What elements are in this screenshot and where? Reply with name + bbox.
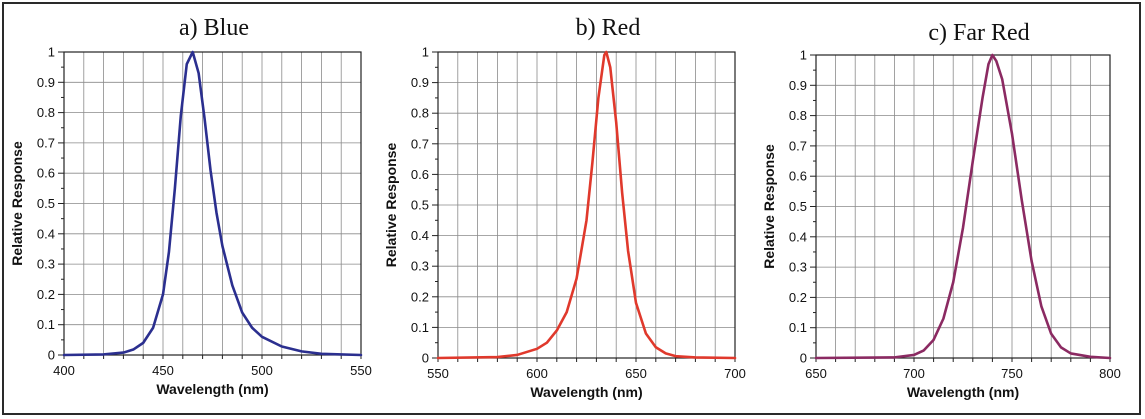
- y-tick-label: 1: [48, 45, 55, 60]
- y-tick-label: 0.8: [789, 108, 807, 123]
- y-tick-label: 0.6: [789, 169, 807, 184]
- y-tick-label: 0: [48, 348, 55, 363]
- y-tick-label: 0.4: [789, 229, 807, 244]
- y-tick-label: 0.3: [789, 260, 807, 275]
- x-tick-label: 700: [903, 366, 925, 381]
- x-tick-label: 650: [625, 366, 647, 381]
- y-axis-label: Relative Response: [761, 144, 777, 269]
- figure-svg: a) Blue 0 0.1 0.2 0.3 0.4 0.5 0.6 0.7 0.8 0.9 1 400 4…: [9, 15, 1121, 400]
- x-tick-label: 450: [152, 363, 174, 378]
- y-tick-label: 0.4: [37, 226, 55, 241]
- y-tick-label: 0.8: [411, 106, 429, 121]
- x-tick-label: 650: [805, 366, 827, 381]
- chart-title: c) Far Red: [928, 20, 1029, 46]
- y-tick-label: 0.5: [789, 199, 807, 214]
- chart-panel-2: b) Red 0 0.1 0.2 0.3 0.4 0.5 0.6 0.7 0.8 0.9 1 550 60…: [383, 15, 746, 400]
- chart-panel-3: c) Far Red 0 0.1 0.2 0.3 0.4 0.5 0.6 0.7 0.8 0.9 1 6…: [761, 20, 1121, 400]
- plot-area-border: [815, 54, 1111, 359]
- y-tick-label: 0.7: [411, 136, 429, 151]
- x-tick-label: 600: [526, 366, 548, 381]
- y-axis-label: Relative Response: [383, 143, 399, 268]
- x-tick-label: 550: [427, 366, 449, 381]
- y-tick-label: 0.7: [789, 138, 807, 153]
- x-tick-label: 750: [1001, 366, 1023, 381]
- x-axis-label: Wavelength (nm): [907, 384, 1019, 400]
- x-tick-label: 700: [724, 366, 746, 381]
- y-tick-label: 0.6: [37, 166, 55, 181]
- y-tick-label: 0.6: [411, 167, 429, 182]
- x-tick-label: 800: [1099, 366, 1121, 381]
- plot-area-border: [63, 51, 362, 356]
- y-tick-label: 0.2: [37, 287, 55, 302]
- x-axis-label: Wavelength (nm): [530, 384, 642, 400]
- y-tick-label: 0.9: [37, 75, 55, 90]
- chart-title: a) Blue: [179, 15, 249, 41]
- y-tick-label: 0.5: [37, 196, 55, 211]
- y-tick-label: 0.5: [411, 198, 429, 213]
- plot-area-border: [437, 51, 736, 359]
- chart-title: b) Red: [576, 15, 641, 41]
- y-tick-label: 0.1: [37, 317, 55, 332]
- x-tick-label: 500: [251, 363, 273, 378]
- y-tick-label: 0.3: [37, 257, 55, 272]
- series-line-1: [436, 50, 737, 360]
- x-axis-label: Wavelength (nm): [156, 381, 268, 397]
- series-line-1: [814, 53, 1112, 360]
- y-tick-label: 0.8: [37, 105, 55, 120]
- y-tick-label: 0.2: [411, 289, 429, 304]
- y-axis-label: Relative Response: [9, 141, 25, 266]
- y-tick-label: 1: [422, 45, 429, 60]
- y-tick-label: 1: [800, 48, 807, 63]
- x-tick-label: 400: [53, 363, 75, 378]
- y-tick-label: 0.9: [789, 78, 807, 93]
- y-tick-label: 0.7: [37, 135, 55, 150]
- series-line-1: [62, 50, 363, 357]
- x-tick-label: 550: [350, 363, 372, 378]
- chart-panel-1: a) Blue 0 0.1 0.2 0.3 0.4 0.5 0.6 0.7 0.8 0.9 1 400 4…: [9, 15, 372, 397]
- y-tick-label: 0.3: [411, 259, 429, 274]
- y-tick-label: 0.4: [411, 228, 429, 243]
- y-tick-label: 0.2: [789, 290, 807, 305]
- y-tick-label: 0.9: [411, 75, 429, 90]
- y-tick-label: 0: [422, 351, 429, 366]
- y-tick-label: 0.1: [789, 320, 807, 335]
- y-tick-label: 0.1: [411, 320, 429, 335]
- y-tick-label: 0: [800, 351, 807, 366]
